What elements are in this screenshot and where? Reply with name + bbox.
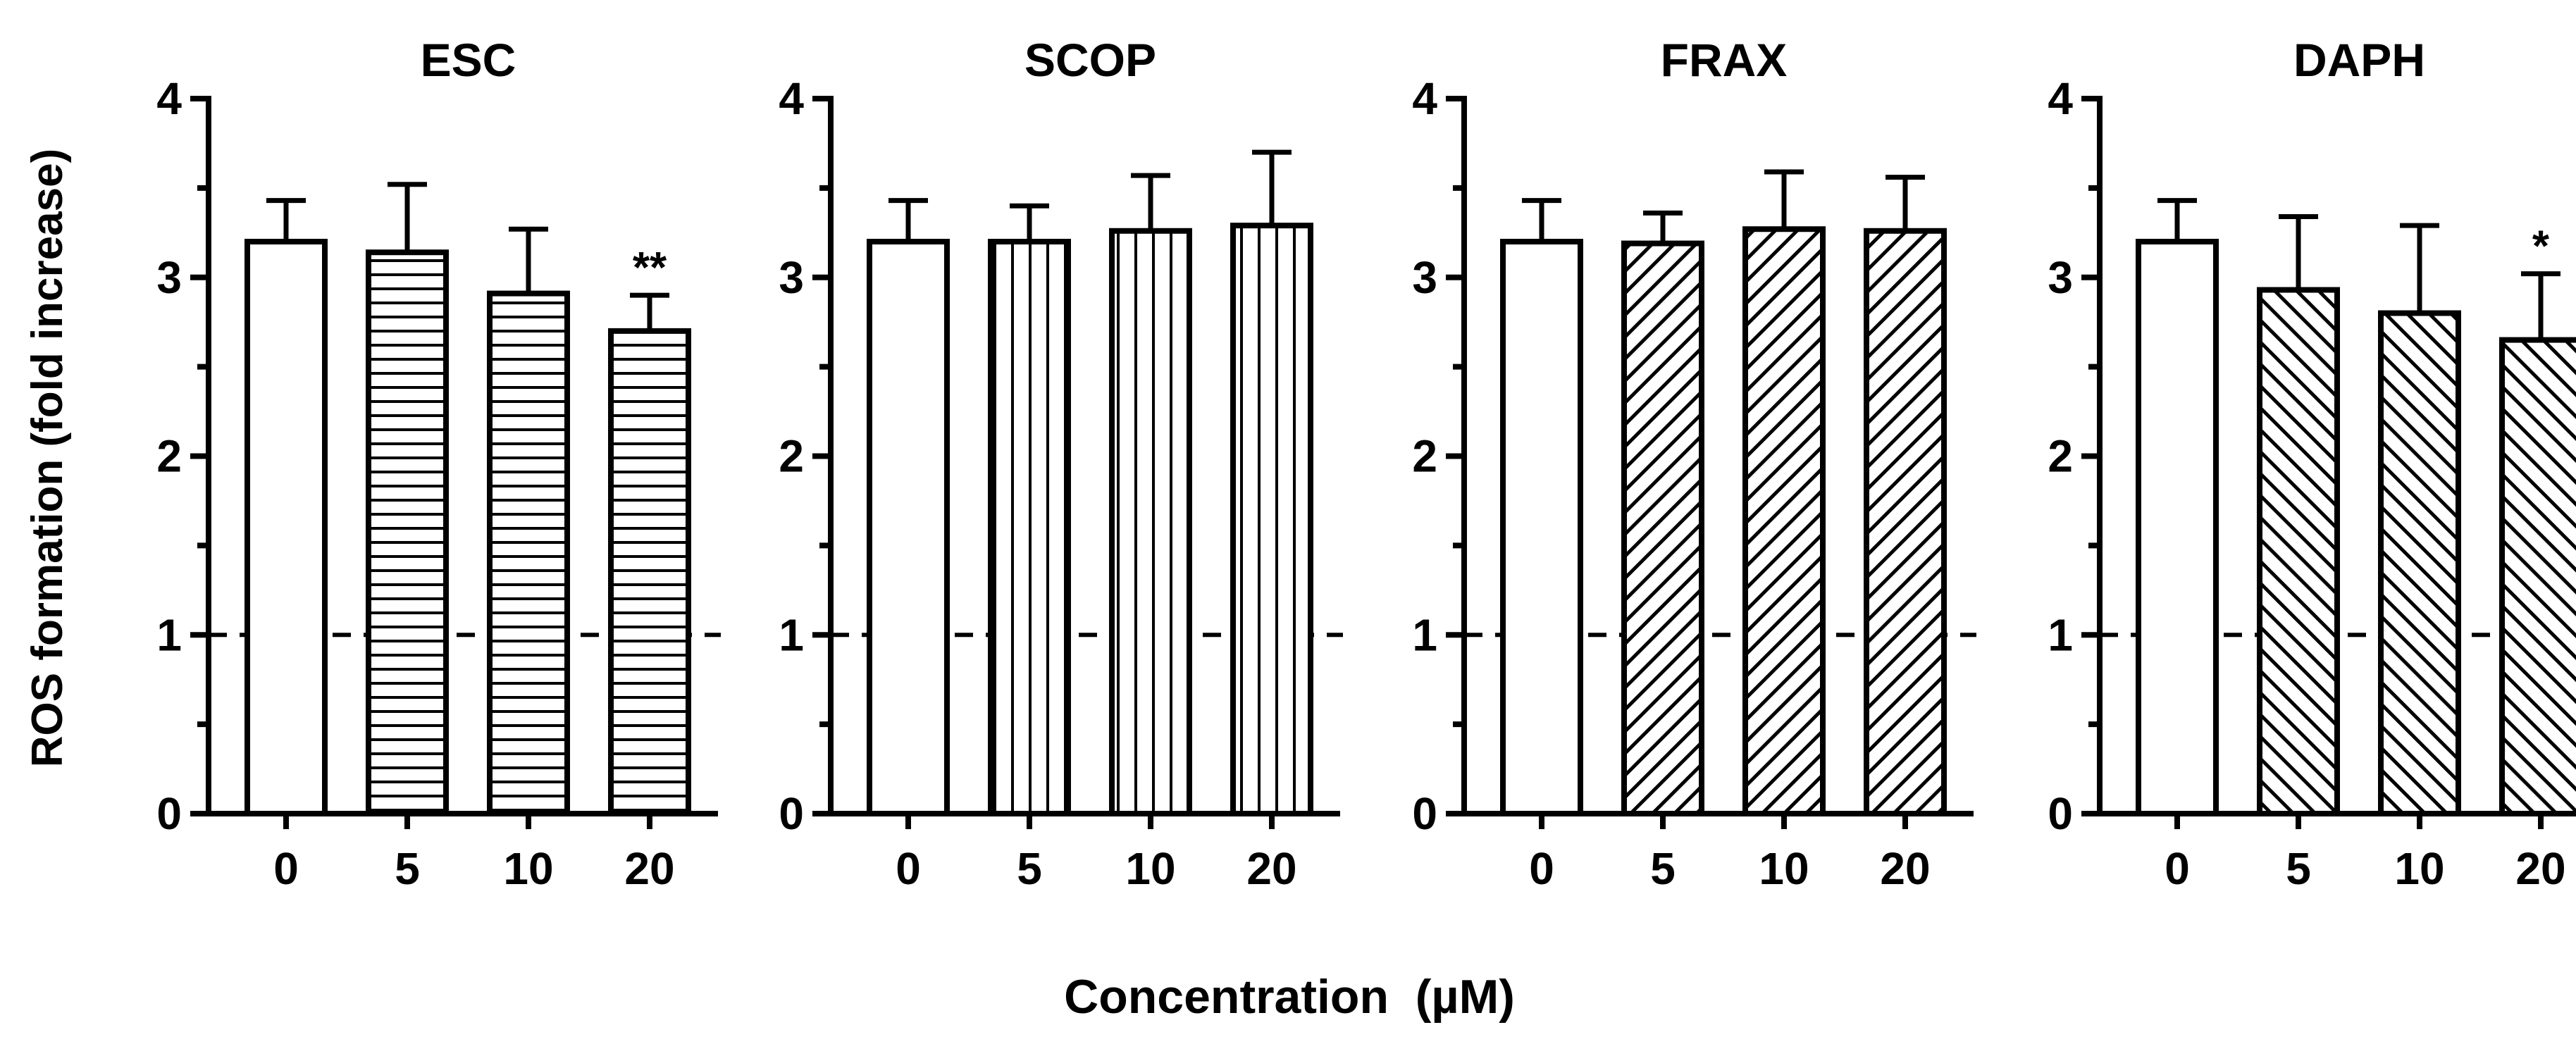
panel-title: ESC [421, 34, 516, 86]
y-tick-label: 0 [2048, 788, 2073, 839]
x-tick-label: 5 [2286, 843, 2311, 894]
bar-20 [1230, 223, 1313, 817]
y-tick-label: 1 [2048, 609, 2073, 660]
y-tick-label: 0 [1412, 788, 1437, 839]
panel-title: DAPH [2293, 34, 2425, 86]
bar-20 [1864, 228, 1947, 816]
y-tick-label: 4 [2048, 73, 2073, 124]
x-tick-label: 10 [1759, 843, 1809, 894]
y-tick-label: 3 [1412, 252, 1437, 303]
y-tick-label: 4 [779, 73, 804, 124]
x-tick-label: 20 [2515, 843, 2565, 894]
x-tick-label: 20 [1880, 843, 1930, 894]
y-tick-label: 4 [1412, 73, 1437, 124]
y-tick-label: 0 [779, 788, 804, 839]
x-tick-label: 0 [2165, 843, 2190, 894]
bar-10 [2378, 310, 2461, 816]
bar-0 [2136, 239, 2219, 816]
y-tick-label: 3 [779, 252, 804, 303]
bar-0 [244, 239, 328, 816]
bar-10 [1742, 226, 1826, 816]
bar-5 [366, 249, 449, 817]
bar-5 [2257, 287, 2340, 816]
y-tick-label: 3 [2048, 252, 2073, 303]
y-tick-label: 1 [156, 609, 182, 660]
y-tick-label: 3 [156, 252, 182, 303]
chart-panel-scop: SCOP 0 5 10 20 0 1 2 3 4 [779, 34, 1343, 894]
x-tick-label: 5 [395, 843, 420, 894]
bar-0 [1500, 239, 1583, 816]
bar-5 [1621, 240, 1704, 817]
x-tick-label: 0 [273, 843, 299, 894]
y-tick-label: 2 [779, 431, 804, 482]
y-tick-label: 2 [1412, 431, 1437, 482]
x-tick-label: 20 [624, 843, 674, 894]
x-tick-label: 10 [503, 843, 553, 894]
y-axis-label: ROS formation (fold increase) [23, 149, 72, 767]
x-tick-label: 0 [896, 843, 921, 894]
y-tick-label: 1 [779, 609, 804, 660]
x-tick-label: 20 [1246, 843, 1296, 894]
chart-panel-esc: ESC 0 5 10 ** 20 0 1 2 3 4 [156, 34, 721, 894]
x-tick-label: 5 [1650, 843, 1676, 894]
panel-title: FRAX [1661, 34, 1788, 86]
bar-10 [487, 290, 570, 816]
x-tick-label: 10 [1125, 843, 1175, 894]
bar-20 [2499, 337, 2576, 816]
y-tick-label: 4 [156, 73, 182, 124]
y-tick-label: 2 [2048, 431, 2073, 482]
panel-title: SCOP [1024, 34, 1156, 86]
y-tick-label: 0 [156, 788, 182, 839]
x-tick-label: 0 [1529, 843, 1554, 894]
bar-20 [608, 328, 691, 816]
x-tick-label: 10 [2394, 843, 2444, 894]
chart-panel-daph: DAPH 0 5 10 * 20 0 1 2 3 4 [2048, 34, 2576, 894]
x-axis-label: Concentration (µM) [1064, 970, 1515, 1024]
significance-marker: * [2532, 223, 2550, 271]
bar-10 [1109, 228, 1192, 816]
y-tick-label: 2 [156, 431, 182, 482]
y-tick-label: 1 [1412, 609, 1437, 660]
x-tick-label: 5 [1017, 843, 1042, 894]
significance-marker: ** [633, 244, 667, 292]
bar-0 [867, 239, 950, 816]
bar-5 [988, 239, 1071, 816]
chart-panel-frax: FRAX 0 5 10 20 0 1 2 3 4 [1412, 34, 1976, 894]
